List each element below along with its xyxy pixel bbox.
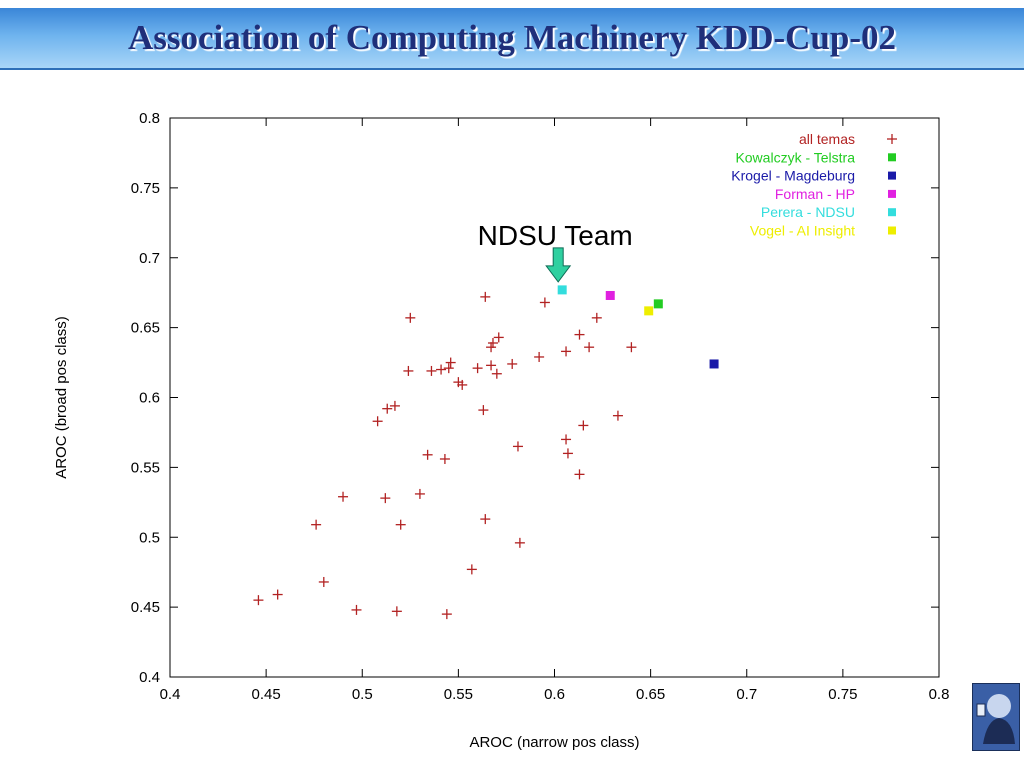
logo — [972, 683, 1020, 751]
y-tick-label: 0.4 — [139, 669, 160, 686]
data-point — [414, 488, 425, 499]
legend-label: Kowalczyk - Telstra — [735, 149, 855, 165]
data-point — [441, 609, 452, 620]
slide-title: Association of Computing Machinery KDD-C… — [127, 18, 897, 57]
data-point — [338, 491, 349, 502]
data-point — [578, 420, 589, 431]
y-tick-label: 0.45 — [131, 599, 160, 616]
data-point — [612, 410, 623, 421]
data-point — [391, 606, 402, 617]
annotation-arrow — [545, 247, 572, 283]
data-point — [562, 448, 573, 459]
data-point — [486, 342, 497, 353]
data-point-krogel — [709, 359, 719, 369]
data-point-perera — [557, 285, 567, 295]
data-point — [380, 493, 391, 504]
x-axis-label: AROC (narrow pos class) — [469, 734, 639, 751]
data-point — [405, 312, 416, 323]
data-point — [318, 576, 329, 587]
x-tick-label: 0.4 — [160, 686, 181, 703]
legend-marker — [888, 226, 896, 235]
data-point — [514, 537, 525, 548]
legend-marker — [888, 189, 896, 198]
x-tick-label: 0.8 — [929, 686, 950, 703]
data-point — [466, 564, 477, 575]
data-point — [561, 346, 572, 357]
data-point — [534, 351, 545, 362]
y-tick-label: 0.8 — [139, 110, 160, 127]
data-point — [403, 365, 414, 376]
annotation-label: NDSU Team — [478, 220, 633, 251]
data-point — [507, 358, 518, 369]
y-tick-label: 0.75 — [131, 180, 160, 197]
legend-label: Forman - HP — [775, 186, 855, 202]
data-point — [480, 291, 491, 302]
legend-label: Vogel - AI Insight — [750, 223, 855, 239]
data-point — [311, 519, 322, 530]
data-point — [584, 342, 595, 353]
data-point — [382, 403, 393, 414]
legend-label: Krogel - Magdeburg — [731, 168, 855, 184]
data-point — [626, 342, 637, 353]
y-tick-label: 0.55 — [131, 459, 160, 476]
data-point — [445, 357, 456, 368]
legend-marker — [888, 153, 896, 162]
y-tick-label: 0.6 — [139, 390, 160, 407]
data-point — [395, 519, 406, 530]
data-point — [480, 514, 491, 525]
title-bar: Association of Computing Machinery KDD-C… — [0, 8, 1024, 70]
data-point — [426, 365, 437, 376]
data-point — [478, 405, 489, 416]
data-point — [574, 469, 585, 480]
data-point — [253, 595, 264, 606]
legend-marker — [888, 171, 896, 180]
x-tick-label: 0.5 — [352, 686, 373, 703]
data-point — [436, 364, 447, 375]
data-point — [439, 453, 450, 464]
x-tick-label: 0.75 — [828, 686, 857, 703]
y-axis-label: AROC (broad pos class) — [53, 316, 70, 479]
data-point — [389, 400, 400, 411]
y-tick-label: 0.65 — [131, 320, 160, 337]
data-point — [272, 589, 283, 600]
data-point — [372, 416, 383, 427]
y-tick-label: 0.5 — [139, 529, 160, 546]
data-point — [591, 312, 602, 323]
x-tick-label: 0.7 — [736, 686, 757, 703]
data-point — [443, 363, 454, 374]
legend-marker — [888, 208, 896, 217]
data-point — [493, 332, 504, 343]
x-tick-label: 0.45 — [252, 686, 281, 703]
data-point — [472, 363, 483, 374]
data-point — [574, 329, 585, 340]
data-point — [491, 368, 502, 379]
data-point — [487, 337, 498, 348]
data-point — [539, 297, 550, 308]
x-tick-label: 0.6 — [544, 686, 565, 703]
data-point — [561, 434, 572, 445]
legend-label: all temas — [799, 131, 855, 147]
x-tick-label: 0.65 — [636, 686, 665, 703]
data-point — [422, 449, 433, 460]
data-point-vogel — [644, 306, 654, 316]
legend-label: Perera - NDSU — [761, 204, 855, 220]
data-point — [457, 379, 468, 390]
y-tick-label: 0.7 — [139, 250, 160, 267]
data-point — [512, 441, 523, 452]
data-point-forman — [605, 290, 615, 300]
x-tick-label: 0.55 — [444, 686, 473, 703]
data-point-kowalczyk — [653, 299, 663, 309]
data-point — [486, 360, 497, 371]
data-point — [351, 604, 362, 615]
